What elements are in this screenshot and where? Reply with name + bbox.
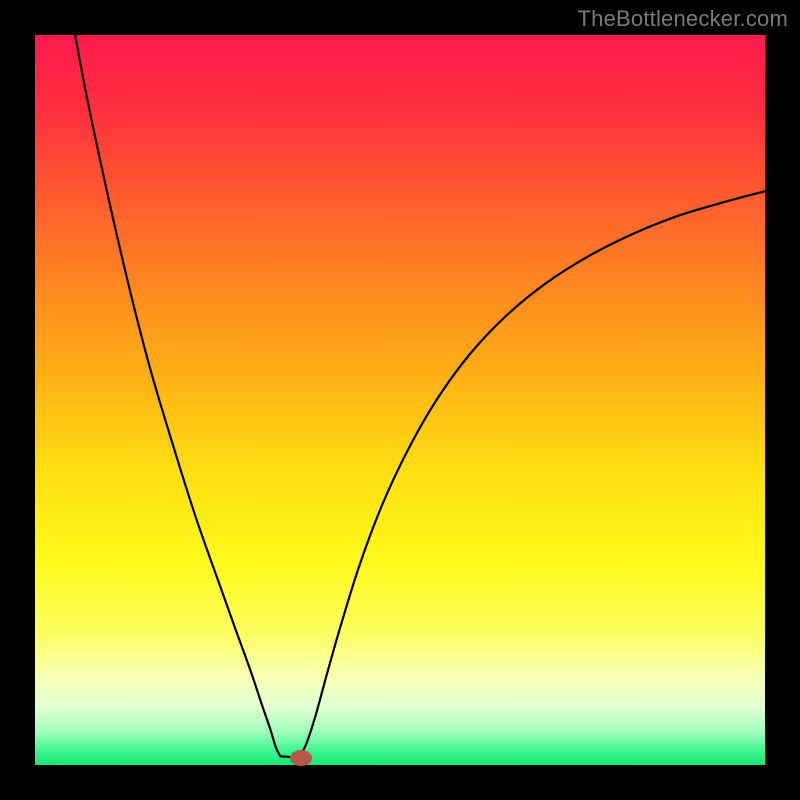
chart-container: TheBottlenecker.com: [0, 0, 800, 800]
plot-area: [35, 35, 765, 765]
plot-gradient-background: [35, 35, 765, 765]
optimum-marker: [290, 750, 312, 766]
watermark-text: TheBottlenecker.com: [578, 6, 788, 32]
